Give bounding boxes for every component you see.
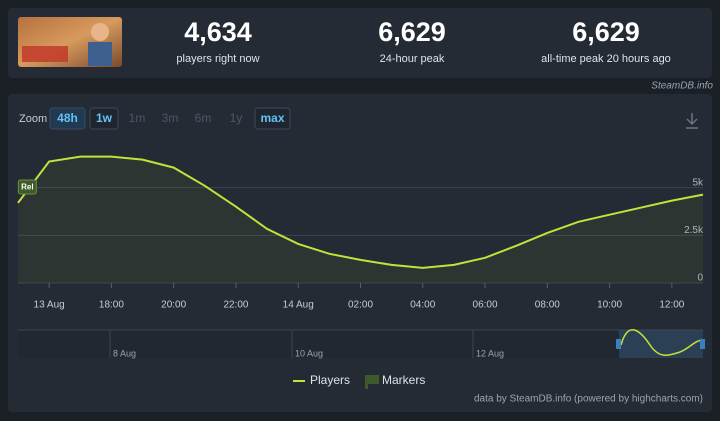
thumbnail-figure: [91, 23, 109, 41]
y-tick-label: 0: [697, 273, 703, 284]
legend: Players Markers: [293, 373, 425, 389]
x-tick-label: 12:00: [659, 300, 684, 311]
navigator-handle[interactable]: [700, 339, 705, 349]
source-link[interactable]: SteamDB.info: [651, 81, 713, 92]
navigator-axis: 8 Aug 10 Aug 12 Aug: [109, 330, 504, 358]
line: [17, 155, 704, 269]
zoom-button-frame[interactable]: [89, 107, 119, 130]
stat-label: players right now: [176, 53, 259, 65]
zoom-button[interactable]: 6m: [195, 111, 212, 125]
legend-label[interactable]: Players: [310, 373, 350, 387]
zoom-button-frame[interactable]: [49, 107, 86, 130]
chart: 0 2.5k 5k 13 Aug 18:00 20:00 22:00 14 Aug 02:00 0…: [17, 155, 704, 311]
x-tick-label: 02:00: [348, 300, 373, 311]
zoom-button[interactable]: 3m: [162, 111, 179, 125]
zoom-button[interactable]: max: [260, 111, 284, 125]
x-tick-label: 10:00: [597, 300, 622, 311]
legend-flag: [365, 375, 379, 389]
zoom-label: Zoom: [19, 113, 47, 125]
x-tick-label: 18:00: [99, 300, 124, 311]
zoom-button[interactable]: 1m: [129, 111, 146, 125]
stat-value: 6,629: [572, 17, 640, 47]
x-tick-label: 08:00: [535, 300, 560, 311]
thumbnail-figure-body: [88, 42, 112, 66]
navigator-handle[interactable]: [616, 339, 621, 349]
stat-label: all-time peak 20 hours ago: [541, 53, 671, 65]
navigator-label: 12 Aug: [476, 348, 504, 358]
navigator-selection[interactable]: [619, 330, 703, 358]
navigator-label: 10 Aug: [295, 348, 323, 358]
x-tick-label: 14 Aug: [283, 300, 314, 311]
x-tick-label: 13 Aug: [34, 300, 65, 311]
stat-value: 4,634: [184, 17, 252, 47]
stats: 4,634 players right now 6,629 24-hour peak 6…: [176, 17, 670, 65]
legend-label[interactable]: Markers: [382, 373, 425, 387]
release-flag: [17, 179, 37, 195]
zoom-button[interactable]: 48h: [57, 111, 78, 125]
x-tick-label: 04:00: [410, 300, 435, 311]
zoom-buttons: 48h 1w 1m 3m 6m 1y max: [49, 107, 291, 130]
area: [18, 156, 703, 283]
download-icon[interactable]: [686, 113, 698, 129]
x-tick-label: 20:00: [161, 300, 186, 311]
zoom-button[interactable]: 1w: [96, 111, 113, 125]
x-tick-label: 22:00: [223, 300, 248, 311]
zoom-button[interactable]: 1y: [230, 111, 243, 125]
release-flag-label: Rel: [21, 183, 33, 192]
stats-card: [8, 8, 712, 78]
navigator: [18, 330, 703, 358]
y-tick-label: 2.5k: [684, 225, 704, 236]
stat-value: 6,629: [378, 17, 446, 47]
stat-label: 24-hour peak: [380, 53, 445, 65]
thumbnail-banner: [22, 46, 68, 62]
zoom-button-frame[interactable]: [254, 107, 291, 130]
navigator-label: 8 Aug: [113, 348, 136, 358]
navigator-line: [620, 329, 704, 356]
y-tick-label: 5k: [692, 177, 704, 188]
credit: data by SteamDB.info (powered by highcha…: [474, 394, 703, 405]
x-tick-label: 06:00: [473, 300, 498, 311]
